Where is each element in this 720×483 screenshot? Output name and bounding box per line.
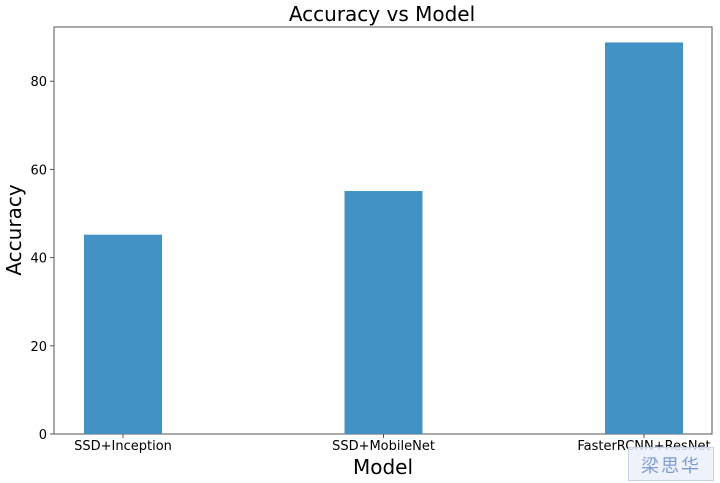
y-tick-label: 0	[39, 428, 47, 443]
bar-ssd-mobilenet	[344, 191, 423, 434]
bar-ssd-inception	[84, 234, 162, 434]
watermark-glyphs: 梁思华	[641, 456, 701, 477]
y-axis-label: Accuracy	[2, 184, 26, 275]
chart-title: Accuracy vs Model	[289, 2, 475, 26]
y-axis-ticks: 0 20 40 60 80	[30, 75, 54, 443]
y-tick-label: 20	[30, 340, 47, 355]
x-tick-label: SSD+MobileNet	[332, 439, 435, 454]
bars-group	[84, 42, 683, 434]
x-axis-ticks: SSD+InceptionSSD+MobileNetFasterRCNN+Res…	[74, 434, 711, 454]
y-tick-label: 80	[30, 75, 47, 90]
x-axis-label: Model	[353, 455, 413, 479]
watermark-logo: 梁思华	[628, 447, 714, 481]
y-tick-label: 60	[30, 163, 47, 178]
bar-fasterrcnn-resnet	[605, 42, 683, 434]
x-tick-label: SSD+Inception	[74, 439, 172, 454]
y-tick-label: 40	[30, 252, 47, 267]
